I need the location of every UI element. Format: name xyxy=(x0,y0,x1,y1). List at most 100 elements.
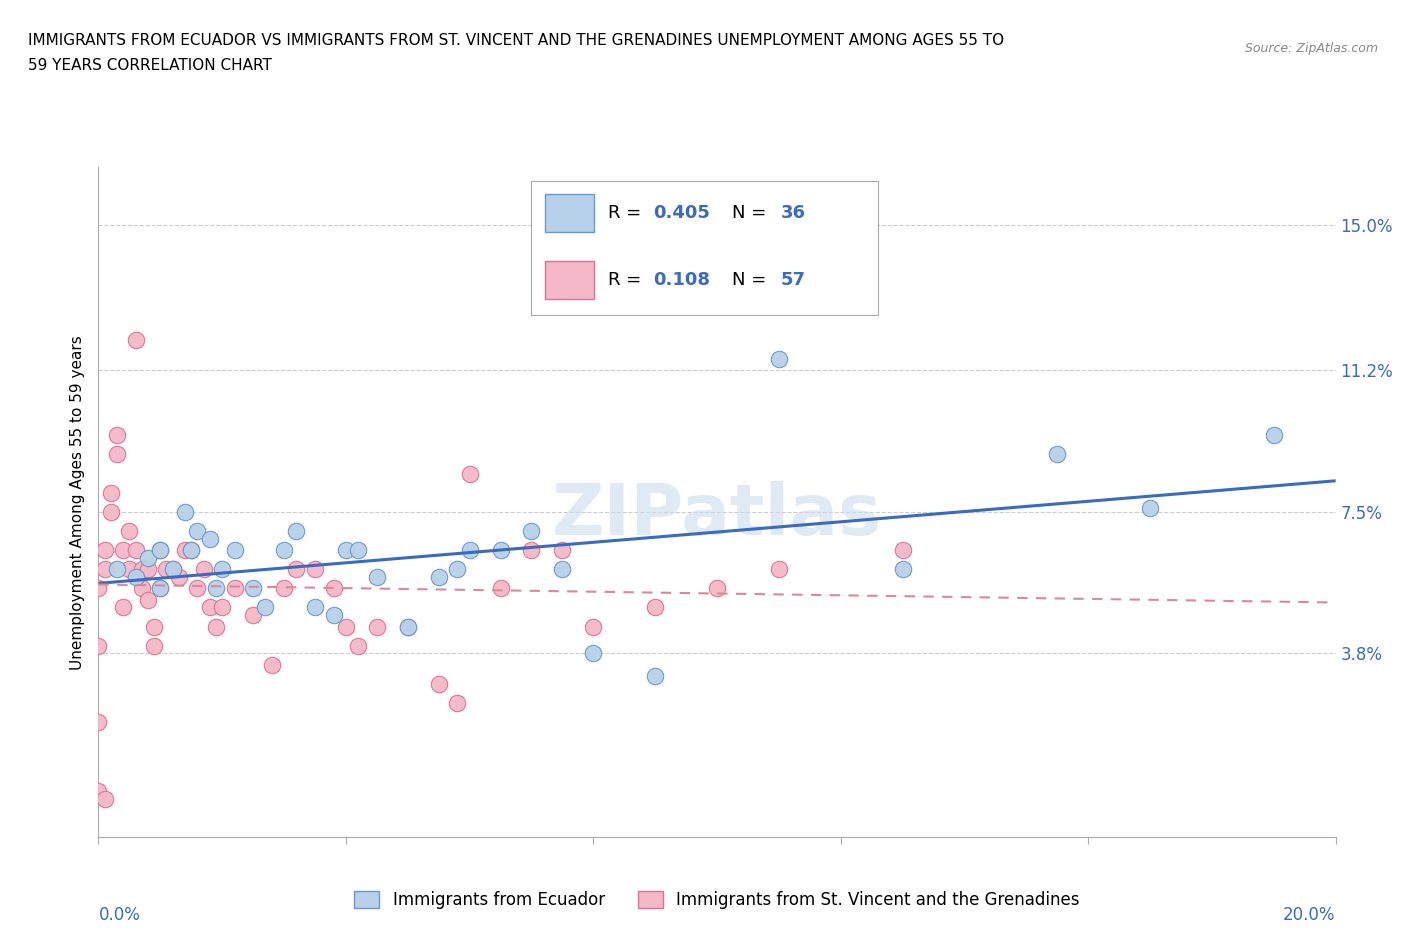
Point xyxy=(1263,428,1285,443)
Point xyxy=(193,562,215,577)
Point xyxy=(124,332,146,347)
Point xyxy=(366,619,388,634)
Point xyxy=(891,542,914,557)
Point xyxy=(273,581,295,596)
Point xyxy=(489,542,512,557)
Point xyxy=(242,607,264,622)
Point xyxy=(124,569,146,584)
Point xyxy=(198,600,221,615)
Point xyxy=(489,581,512,596)
Point xyxy=(396,619,419,634)
Point xyxy=(304,600,326,615)
Point xyxy=(186,581,208,596)
Point xyxy=(446,696,468,711)
Point xyxy=(87,784,110,799)
Point xyxy=(335,619,357,634)
Point xyxy=(136,592,159,607)
Point xyxy=(458,466,481,481)
Point xyxy=(644,600,666,615)
Text: 0.0%: 0.0% xyxy=(98,906,141,923)
Point xyxy=(891,562,914,577)
Y-axis label: Unemployment Among Ages 55 to 59 years: Unemployment Among Ages 55 to 59 years xyxy=(69,335,84,670)
Point xyxy=(105,447,128,462)
Point xyxy=(162,562,184,577)
Point xyxy=(1046,447,1069,462)
Point xyxy=(174,542,197,557)
Point xyxy=(427,569,450,584)
Point xyxy=(143,619,166,634)
Point xyxy=(582,646,605,661)
Point xyxy=(112,542,135,557)
Point xyxy=(100,504,122,519)
Point xyxy=(285,524,308,538)
Point xyxy=(335,542,357,557)
Text: ZIPatlas: ZIPatlas xyxy=(553,481,882,550)
Point xyxy=(366,569,388,584)
Point xyxy=(458,542,481,557)
Point xyxy=(118,562,141,577)
Point xyxy=(174,504,197,519)
Point xyxy=(285,562,308,577)
Point xyxy=(582,619,605,634)
Point xyxy=(93,542,115,557)
Point xyxy=(93,562,115,577)
Point xyxy=(768,562,790,577)
Point xyxy=(162,562,184,577)
Point xyxy=(136,562,159,577)
Point xyxy=(644,669,666,684)
Point xyxy=(205,619,228,634)
Text: IMMIGRANTS FROM ECUADOR VS IMMIGRANTS FROM ST. VINCENT AND THE GRENADINES UNEMPL: IMMIGRANTS FROM ECUADOR VS IMMIGRANTS FR… xyxy=(28,33,1004,47)
Point xyxy=(149,581,172,596)
Point xyxy=(254,600,277,615)
Point xyxy=(347,542,370,557)
Point xyxy=(260,658,283,672)
Point xyxy=(180,542,202,557)
Point xyxy=(155,562,177,577)
Point xyxy=(242,581,264,596)
Point xyxy=(224,542,246,557)
Point xyxy=(396,619,419,634)
Point xyxy=(118,524,141,538)
Legend: Immigrants from Ecuador, Immigrants from St. Vincent and the Grenadines: Immigrants from Ecuador, Immigrants from… xyxy=(347,884,1087,916)
Point xyxy=(446,562,468,577)
Point xyxy=(211,600,233,615)
Point xyxy=(706,581,728,596)
Point xyxy=(149,542,172,557)
Point xyxy=(1139,500,1161,515)
Point xyxy=(180,542,202,557)
Point xyxy=(149,581,172,596)
Point xyxy=(520,542,543,557)
Point xyxy=(136,551,159,565)
Point xyxy=(304,562,326,577)
Point xyxy=(427,676,450,691)
Point xyxy=(768,352,790,366)
Point xyxy=(322,581,344,596)
Point xyxy=(100,485,122,500)
Point xyxy=(167,569,190,584)
Point xyxy=(105,562,128,577)
Point xyxy=(143,638,166,653)
Point xyxy=(347,638,370,653)
Point xyxy=(93,791,115,806)
Point xyxy=(211,562,233,577)
Point xyxy=(149,542,172,557)
Point xyxy=(205,581,228,596)
Point xyxy=(551,542,574,557)
Point xyxy=(186,524,208,538)
Point xyxy=(131,581,153,596)
Point xyxy=(105,428,128,443)
Point xyxy=(124,542,146,557)
Text: Source: ZipAtlas.com: Source: ZipAtlas.com xyxy=(1244,42,1378,55)
Point xyxy=(198,531,221,546)
Point xyxy=(224,581,246,596)
Text: 59 YEARS CORRELATION CHART: 59 YEARS CORRELATION CHART xyxy=(28,58,271,73)
Point xyxy=(273,542,295,557)
Point xyxy=(520,524,543,538)
Point xyxy=(112,600,135,615)
Point xyxy=(87,715,110,730)
Point xyxy=(551,562,574,577)
Text: 20.0%: 20.0% xyxy=(1284,906,1336,923)
Point xyxy=(87,638,110,653)
Point xyxy=(131,562,153,577)
Point xyxy=(87,581,110,596)
